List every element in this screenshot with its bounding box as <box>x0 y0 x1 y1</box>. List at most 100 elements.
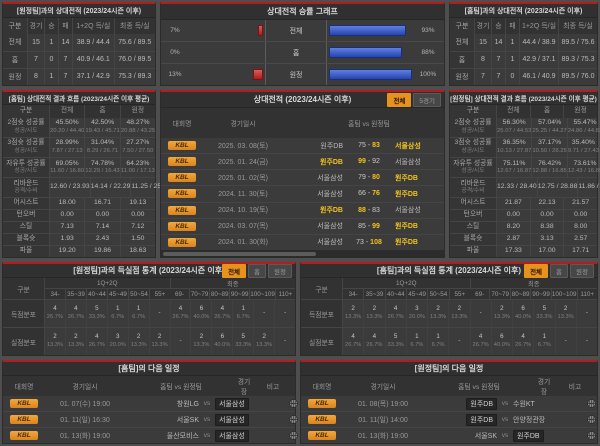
table-row: 홈 7 0 7 40.9 / 46.1 76.0 / 89.5 <box>3 50 155 68</box>
filter-tab[interactable]: 전체 <box>524 263 549 278</box>
home-score: 75 <box>358 142 366 150</box>
stat-label: 자유투 성공률 성공/시도 <box>450 158 496 178</box>
home-score: 88 <box>358 206 366 214</box>
panel-title: [원정팀]의 다음 일정 <box>301 362 597 376</box>
filter-tab[interactable]: 홈 <box>550 263 569 278</box>
scrollbar-thumb[interactable] <box>163 251 317 256</box>
stat-row: 어시스트 18.00 16.71 19.13 <box>3 197 155 210</box>
filter-tab[interactable]: 전체 <box>387 92 412 107</box>
match-date: 2024. 10. 19(토) <box>217 207 269 215</box>
basketball-icon <box>587 431 596 440</box>
table-row: 전체 15 1 14 38.9 / 44.4 75.6 / 89.5 <box>3 34 155 51</box>
range-header: 110+ <box>274 289 296 299</box>
basketball-icon <box>289 415 298 424</box>
stat-name: 자유투 성공률 <box>6 159 46 167</box>
stat-name: 어시스트 <box>460 199 486 207</box>
stat-name: 블록슛 <box>16 235 36 243</box>
results-scrollbar[interactable] <box>161 250 444 257</box>
group-header-1q2q: 1Q+2Q <box>343 278 470 288</box>
kbl-badge: KBL <box>308 415 336 424</box>
result-row: KBL 2024. 03. 07(목) 서울삼성 85 - 99 원주DB 결과… <box>161 217 501 234</box>
filter-tab[interactable]: 5경기 <box>413 92 441 107</box>
final-score-value: 89.5 / 76.0 <box>558 68 597 85</box>
filter-tab[interactable]: 원정 <box>570 263 594 278</box>
panel-title: 상대전적 승률 그래프 <box>161 4 444 20</box>
away-winrate-value: 88% <box>421 49 435 56</box>
col-header: 최종 득/실 <box>113 18 156 35</box>
home-team: 원주DB <box>320 207 343 215</box>
distribution-body: 득점분포 4 26.7% 4 26.7% 5 33.3% 1 6.7% 1 6.7% - … <box>3 299 295 355</box>
col-header: 1+2Q 득/실 <box>72 18 114 35</box>
stat-name: 블록슛 <box>463 235 483 243</box>
col-header-stadium: 경기장 <box>537 379 551 396</box>
stadium-cell <box>289 399 298 408</box>
range-header: 50~54 <box>128 289 149 299</box>
group-header-1q2q: 1Q+2Q <box>45 278 170 288</box>
stat-row: 3점슛 성공률 성공/시도 28.99% 7.87 / 27.13 31.04% 8.… <box>3 137 155 158</box>
stat-home: 31.04% 8.29 / 26.71 <box>84 138 119 158</box>
away-bar-track <box>327 25 412 36</box>
kbl-badge: KBL <box>168 141 196 151</box>
col-header-stadium: 경기장 <box>237 379 251 396</box>
vs-label: vs <box>203 400 211 407</box>
schedule-row: KBL 01. 07(수) 19:00 창원LG vs 서울삼성 비고 > <box>3 396 335 411</box>
match-date: 01. 11(일) 16:30 <box>60 416 110 424</box>
stadium-cell <box>587 431 596 440</box>
away-score-distribution-panel: [홈팀]과의 득실점 통계 (2023/24시즌 이후) 전체 홈 원정 구분 1Q… <box>300 262 598 356</box>
match-date: 2025. 01. 24(금) <box>217 158 269 166</box>
range-header: 80~89 <box>209 289 230 299</box>
stat-all: 8.20 <box>496 222 530 234</box>
col-header-match: 홈팀 vs 원정팀 <box>458 384 500 391</box>
distribution-row: 실점분포 2 13.3% 2 13.3% 4 26.7% 3 20.0% 2 13.3% … <box>3 327 295 355</box>
vs-label: vs <box>501 432 509 439</box>
stat-home: 3.13 <box>529 234 564 246</box>
table-row: 홈 8 7 1 42.9 / 37.1 89.3 / 75.3 <box>450 50 597 68</box>
stat-away: 27.27% 7.50 / 27.50 <box>119 138 155 158</box>
stat-name: 파울 <box>19 247 33 255</box>
stat-row: 자유투 성공률 성공/시도 69.05% 11.60 / 16.80 74.78% 1… <box>3 157 155 178</box>
stat-name: 스틸 <box>466 223 480 231</box>
stat-away: 48.27% 20.88 / 43.25 <box>119 118 155 138</box>
league-cell: KBL <box>161 141 203 151</box>
stat-away: 18.63 <box>119 246 155 258</box>
stadium-cell <box>587 415 596 424</box>
stat-name: 어시스트 <box>13 199 39 207</box>
home-score: 85 <box>358 222 366 230</box>
stat-row: 파울 17.33 17.00 17.71 <box>450 245 597 258</box>
stat-name: 3점슛 성공률 <box>454 139 492 147</box>
stat-home: 0.00 <box>84 210 119 222</box>
filter-tab[interactable]: 전체 <box>222 263 247 278</box>
stat-label: 리바운드 공격/수비 <box>450 178 496 198</box>
filter-tab[interactable]: 홈 <box>248 263 267 278</box>
stat-all: 45.50% 20.20 / 44.40 <box>49 118 84 138</box>
row-label: 원정 <box>450 68 474 85</box>
distribution-filter-tabs: 전체 홈 원정 <box>222 263 292 278</box>
col-header-league: 대회명 <box>14 384 34 391</box>
row-label: 득점분포 <box>3 300 45 327</box>
wins-value: 0 <box>44 51 58 68</box>
stat-name: 2점슛 성공률 <box>454 119 492 127</box>
stat-name: 스틸 <box>19 223 33 231</box>
games-value: 8 <box>27 68 44 85</box>
col-header-match: 홈팀 vs 원정팀 <box>348 121 390 128</box>
stat-all: 56.30% 25.07 / 44.53 <box>496 118 531 138</box>
halftime-score-value: 42.9 / 37.1 <box>519 51 558 68</box>
col-header-date: 경기일시 <box>230 121 256 128</box>
stat-all: 19.20 <box>49 246 84 258</box>
filter-tab[interactable]: 원정 <box>268 263 292 278</box>
stat-away: 8.00 <box>563 222 597 234</box>
halftime-score-value: 46.1 / 40.9 <box>519 68 558 85</box>
avg-stats-table: 구분 전체 홈 원정 2점슛 성공률 성공/시도 56.30% 25.07 / 44… <box>450 105 600 258</box>
match-date: 01. 11(일) 14:00 <box>358 416 408 424</box>
home-winrate-value: 0% <box>170 49 180 56</box>
basketball-icon <box>587 399 596 408</box>
results-list: KBL 2025. 03. 08(토) 원주DB 75 - 83 서울삼성 결과… <box>161 138 501 250</box>
range-header: 55+ <box>149 289 170 299</box>
games-value: 15 <box>27 34 44 51</box>
range-header: 69- <box>170 289 190 299</box>
stat-away: 35.40% 9.71 / 27.43 <box>566 138 599 158</box>
stat-name: 턴오버 <box>16 211 36 219</box>
score: 88 - 83 <box>358 206 380 214</box>
wins-value: 1 <box>44 34 58 51</box>
col-header-match: 홈팀 vs 원정팀 <box>160 384 202 391</box>
